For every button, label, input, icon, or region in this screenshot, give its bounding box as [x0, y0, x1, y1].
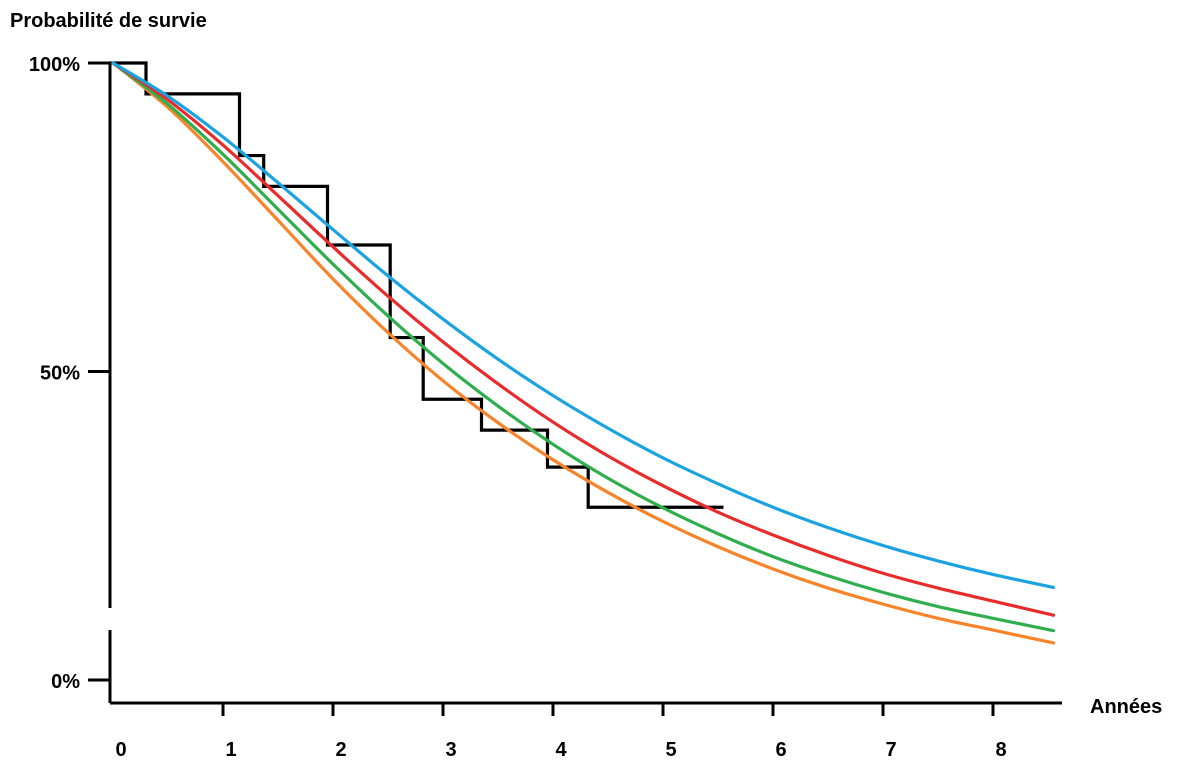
survival-curve-orange	[111, 61, 1056, 645]
kaplan-meier-step-line	[109, 61, 724, 509]
x-tick-label: 6	[775, 739, 786, 760]
tick-marks	[88, 61, 995, 716]
survival-curve-blue	[111, 61, 1056, 590]
x-tick-label: 0	[115, 739, 126, 760]
axes	[108, 63, 1062, 705]
kaplan-meier-steps	[109, 61, 724, 509]
survival-curve-red	[111, 61, 1056, 617]
tick-labels: 0 1 2 3 4 5 6 7 8 0% 50% 100%	[29, 54, 1007, 760]
x-tick-label: 3	[445, 739, 456, 760]
x-tick-label: 4	[555, 739, 567, 760]
x-tick-label: 7	[885, 739, 896, 760]
x-axis-label: Années	[1090, 696, 1162, 718]
y-tick-label: 100%	[29, 54, 80, 76]
survival-curves	[111, 61, 1056, 645]
y-axis-label: Probabilité de survie	[10, 10, 207, 32]
x-tick-label: 2	[335, 739, 346, 760]
x-tick-label: 8	[995, 739, 1006, 760]
y-tick-label: 50%	[40, 363, 80, 385]
survival-curve-green	[111, 61, 1056, 633]
x-tick-label: 5	[665, 739, 676, 760]
y-tick-label: 0%	[51, 671, 80, 693]
x-tick-label: 1	[225, 739, 236, 760]
